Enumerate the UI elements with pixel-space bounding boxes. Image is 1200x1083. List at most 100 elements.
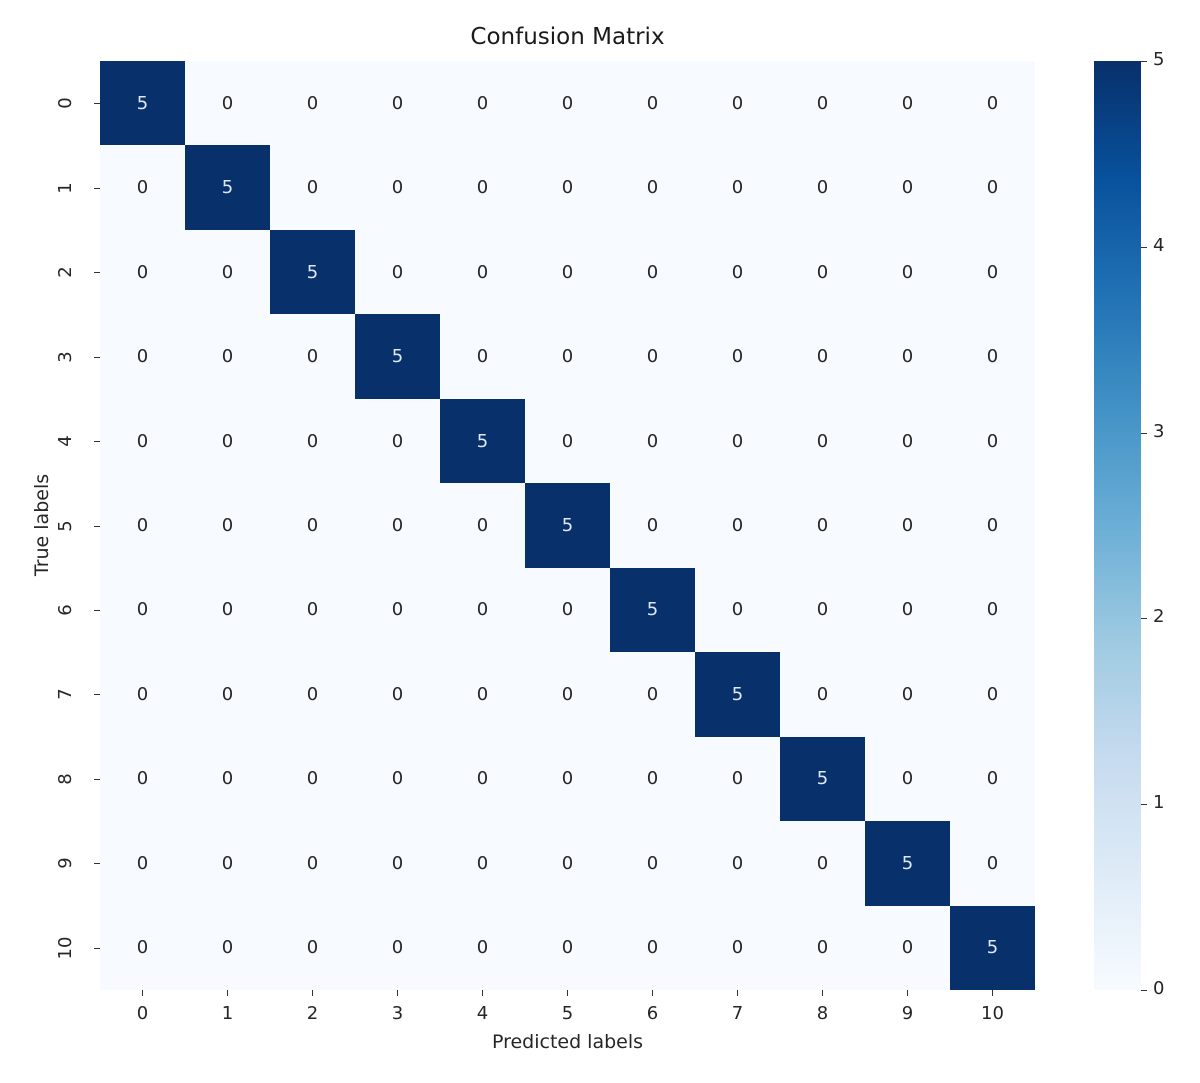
tick-mark: [94, 441, 100, 443]
x-tick: 8: [803, 990, 843, 1024]
heatmap-cell: 0: [270, 314, 355, 399]
y-tick: 3: [0, 337, 100, 377]
x-tick-label: 0: [136, 1003, 149, 1024]
heatmap-cell: 0: [270, 736, 355, 822]
colorbar-tick-label: 5: [1153, 49, 1165, 70]
y-tick-label: 3: [55, 350, 76, 363]
heatmap-cell: 0: [100, 229, 185, 315]
heatmap-cell: 0: [185, 314, 270, 399]
y-tick: 7: [0, 674, 100, 714]
heatmap-cell: 0: [100, 567, 185, 653]
heatmap-cell: 0: [695, 905, 780, 990]
heatmap-cell: 0: [950, 821, 1035, 906]
tick-mark: [142, 990, 143, 996]
heatmap-cell: 0: [695, 736, 780, 822]
heatmap-cell: 0: [440, 314, 525, 399]
heatmap-cell: 0: [610, 821, 695, 906]
heatmap-cell: 0: [185, 398, 270, 484]
heatmap-cell: 5: [270, 229, 355, 315]
x-tick: 7: [718, 990, 758, 1024]
heatmap-cell: 0: [100, 145, 185, 230]
heatmap-cell: 0: [185, 567, 270, 653]
heatmap-cell: 0: [270, 821, 355, 906]
y-tick: 8: [0, 759, 100, 799]
heatmap-cell: 0: [780, 567, 865, 653]
heatmap-cell: 0: [440, 145, 525, 230]
heatmap-cell: 0: [865, 314, 950, 399]
x-tick: 10: [973, 990, 1013, 1024]
heatmap-cell: 0: [610, 483, 695, 568]
tick-mark: [482, 990, 483, 996]
x-tick: 2: [293, 990, 333, 1024]
y-tick-label: 9: [55, 857, 76, 870]
tick-mark: [94, 609, 100, 611]
heatmap-cell: 0: [780, 145, 865, 230]
heatmap-cell: 0: [950, 61, 1035, 146]
x-tick-label: 6: [646, 1003, 659, 1024]
heatmap-cell: 0: [100, 398, 185, 484]
tick-mark: [992, 990, 993, 996]
heatmap-cell: 0: [950, 483, 1035, 568]
heatmap-cell: 0: [780, 61, 865, 146]
x-tick-label: 7: [731, 1003, 744, 1024]
x-tick: 0: [123, 990, 163, 1024]
x-tick-label: 5: [561, 1003, 574, 1024]
tick-mark: [822, 990, 823, 996]
tick-mark: [227, 990, 228, 996]
heatmap-cell: 0: [185, 229, 270, 315]
heatmap-cell: 5: [100, 61, 185, 146]
tick-mark: [1141, 246, 1147, 248]
y-tick: 1: [0, 168, 100, 208]
tick-mark: [94, 103, 100, 105]
heatmap-cell: 0: [440, 229, 525, 315]
tick-mark: [94, 272, 100, 274]
heatmap-cell: 0: [270, 145, 355, 230]
tick-mark: [567, 990, 568, 996]
tick-mark: [1141, 804, 1147, 806]
y-tick: 2: [0, 252, 100, 292]
x-tick-label: 10: [981, 1003, 1004, 1024]
heatmap-cell: 0: [610, 314, 695, 399]
heatmap-cell: 0: [950, 567, 1035, 653]
colorbar-tick-label: 0: [1153, 978, 1165, 999]
heatmap-cell: 0: [950, 229, 1035, 315]
heatmap-cell: 0: [865, 229, 950, 315]
heatmap-cell: 0: [185, 905, 270, 990]
heatmap-cell: 0: [355, 905, 440, 990]
x-tick: 3: [378, 990, 418, 1024]
heatmap-cell: 0: [525, 821, 610, 906]
heatmap-cell: 0: [270, 905, 355, 990]
heatmap-cell: 0: [525, 145, 610, 230]
x-tick: 6: [633, 990, 673, 1024]
heatmap-cell: 0: [865, 61, 950, 146]
colorbar-tick-label: 3: [1153, 420, 1165, 442]
y-tick: 10: [0, 928, 100, 968]
heatmap-cell: 0: [100, 736, 185, 822]
y-tick: 5: [0, 506, 100, 546]
y-tick-label: 2: [55, 266, 76, 278]
tick-mark: [1141, 61, 1147, 62]
heatmap-cell: 0: [355, 736, 440, 822]
heatmap-cell: 0: [100, 905, 185, 990]
tick-mark: [94, 525, 100, 527]
heatmap-cell: 0: [780, 652, 865, 737]
y-tick: 0: [0, 83, 100, 123]
heatmap-cell: 0: [780, 229, 865, 315]
colorbar-tick-label: 1: [1153, 792, 1165, 814]
heatmap-cell: 0: [440, 567, 525, 653]
heatmap-cell: 0: [355, 61, 440, 146]
chart-title: Confusion Matrix: [470, 24, 665, 50]
heatmap-cell: 5: [695, 652, 780, 737]
heatmap-cell: 5: [185, 145, 270, 230]
y-tick-label: 10: [55, 936, 76, 960]
heatmap-cell: 0: [865, 652, 950, 737]
heatmap-cell: 0: [950, 314, 1035, 399]
heatmap-cell: 0: [100, 314, 185, 399]
heatmap-cell: 0: [610, 905, 695, 990]
heatmap-cell: 0: [525, 736, 610, 822]
heatmap-cell: 0: [695, 483, 780, 568]
colorbar: [1094, 61, 1141, 990]
heatmap-cell: 0: [185, 61, 270, 146]
heatmap-cell: 0: [780, 905, 865, 990]
